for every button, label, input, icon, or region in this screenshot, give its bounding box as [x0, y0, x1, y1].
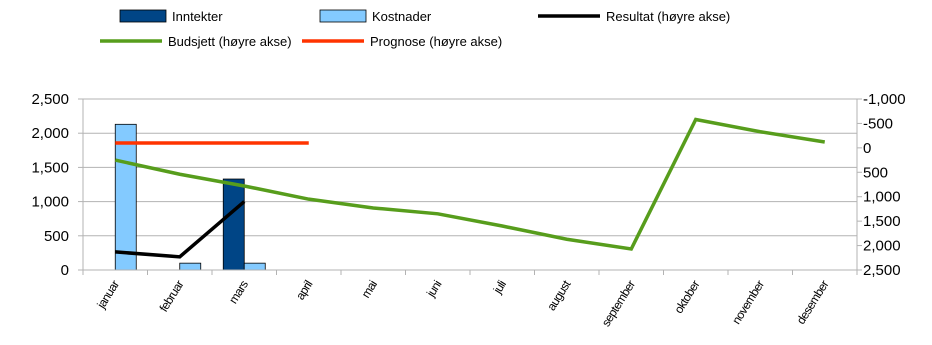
- right-axis-ticks: -1,000 -500 0 500 1,000 1,500 2,000 2,500: [863, 91, 906, 279]
- category-label: oktober: [671, 278, 702, 316]
- legend-label: Inntekter: [172, 9, 223, 24]
- legend-label: Kostnader: [372, 9, 432, 24]
- right-tick-label: 2,500: [863, 262, 901, 279]
- category-label: desember: [794, 278, 832, 327]
- left-tick-label: 500: [44, 228, 69, 245]
- bar-kostnader: [243, 262, 266, 271]
- category-label: juli: [490, 278, 509, 297]
- category-label: september: [599, 278, 638, 329]
- right-tick-label: 2,000: [863, 238, 901, 255]
- category-label: februar: [156, 278, 186, 315]
- left-tick-label: 0: [61, 262, 69, 279]
- lines: [114, 117, 826, 259]
- right-tick-label: -1,000: [863, 91, 906, 108]
- category-label: april: [293, 278, 315, 302]
- category-label: mars: [226, 278, 251, 307]
- bar-kostnader: [179, 262, 202, 271]
- axes: [78, 98, 862, 275]
- legend-label: Prognose (høyre akse): [370, 34, 502, 49]
- category-label: mai: [359, 278, 380, 300]
- left-tick-label: 2,500: [31, 91, 69, 108]
- right-tick-label: 500: [863, 164, 888, 181]
- left-axis-ticks: 0 500 1,000 1,500 2,000 2,500: [31, 91, 69, 279]
- category-labels: januar februar mars april mai juni juli august s…: [94, 277, 832, 329]
- bar-kostnader: [114, 123, 137, 271]
- bars: [93, 123, 266, 271]
- legend-swatch: [319, 9, 367, 23]
- category-label: januar: [94, 278, 122, 312]
- right-tick-label: 1,500: [863, 213, 901, 230]
- category-label: august: [544, 277, 574, 313]
- legend-label: Resultat (høyre akse): [606, 9, 730, 24]
- right-tick-label: -500: [863, 115, 893, 132]
- category-label: juni: [423, 278, 444, 300]
- right-tick-label: 0: [863, 140, 871, 157]
- legend-swatch: [119, 9, 167, 23]
- right-tick-label: 1,000: [863, 189, 901, 206]
- left-tick-label: 2,000: [31, 125, 69, 142]
- category-label: november: [729, 278, 767, 327]
- bar-inntekter: [222, 178, 245, 271]
- grid: [83, 98, 857, 271]
- series-line: [115, 200, 246, 259]
- left-tick-label: 1,000: [31, 194, 69, 211]
- left-tick-label: 1,500: [31, 159, 69, 176]
- legend: Inntekter Kostnader Resultat (høyre akse) B…: [100, 9, 730, 49]
- legend-label: Budsjett (høyre akse): [168, 34, 292, 49]
- series-line: [114, 117, 826, 251]
